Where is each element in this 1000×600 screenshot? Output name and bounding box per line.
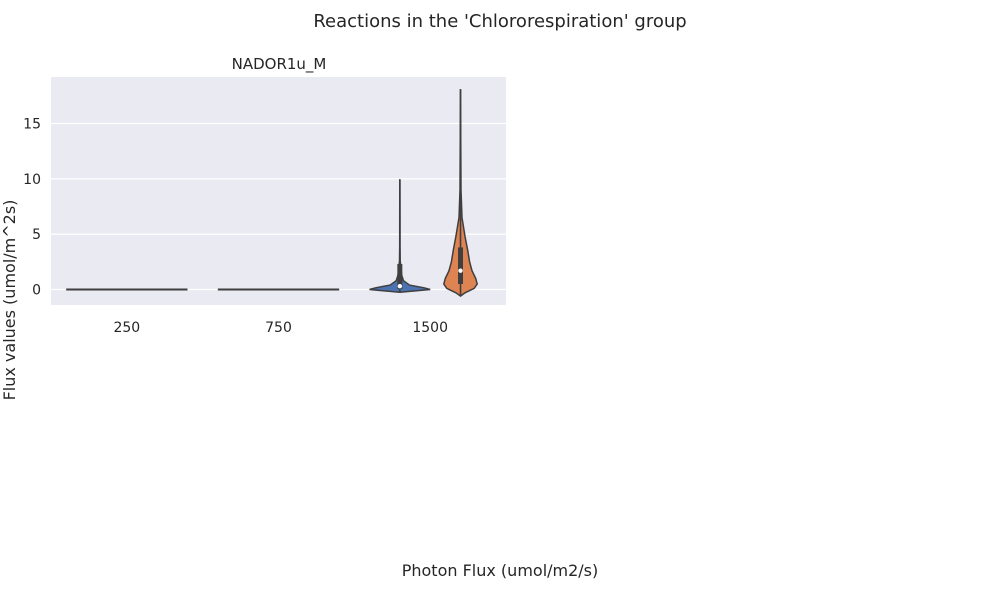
y-tick-label: 15	[23, 116, 41, 132]
x-tick-labels: 250 750 1500	[113, 320, 448, 336]
x-tick-label: 1500	[412, 320, 448, 336]
violin-median	[458, 268, 463, 273]
violins	[66, 89, 479, 298]
y-axis-label: Flux values (umol/m^2s)	[0, 200, 19, 401]
x-axis-label: Photon Flux (umol/m2/s)	[402, 561, 599, 580]
x-tick-label: 750	[265, 320, 292, 336]
y-tick-label: 0	[32, 283, 41, 299]
y-tick-label: 5	[32, 227, 41, 243]
x-tick-label: 250	[113, 320, 140, 336]
y-tick-labels: 0 5 10 15	[23, 116, 41, 298]
figure-suptitle: Reactions in the 'Chlororespiration' gro…	[313, 11, 686, 32]
plot-area	[51, 77, 506, 305]
violin-median	[397, 283, 403, 289]
y-tick-label: 10	[23, 172, 41, 188]
subplot-title: NADOR1u_M	[232, 55, 327, 74]
